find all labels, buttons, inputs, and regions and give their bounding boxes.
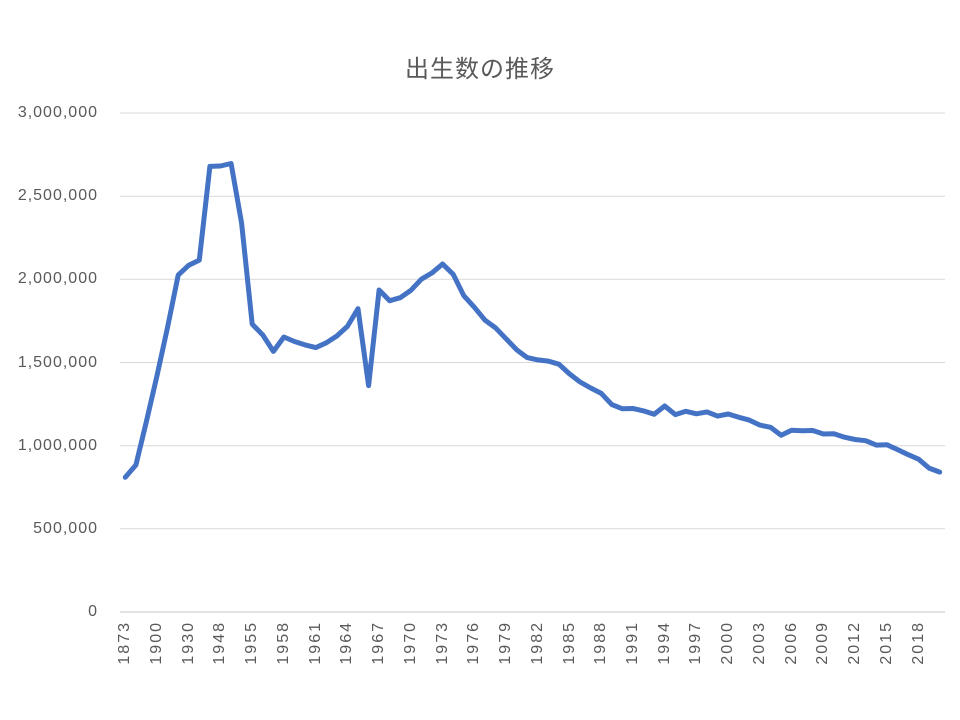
x-axis-tick-label: 1900 — [148, 621, 165, 665]
x-axis-tick-label: 1930 — [180, 621, 197, 665]
y-axis-tick-label: 2,500,000 — [17, 187, 98, 204]
chart-title: 出生数の推移 — [405, 56, 555, 83]
x-axis-tick-label: 1873 — [116, 621, 133, 665]
x-axis-tick-label: 1961 — [307, 621, 324, 665]
x-axis-tick-label: 1988 — [592, 621, 609, 665]
x-axis-tick-label: 1967 — [370, 621, 387, 665]
x-axis-tick-label: 1991 — [624, 621, 641, 665]
x-axis-tick-label: 1955 — [243, 621, 260, 665]
x-axis-tick-label: 2009 — [814, 621, 831, 665]
x-axis-tick-label: 1948 — [211, 621, 228, 665]
y-axis-tick-label: 3,000,000 — [17, 104, 98, 121]
x-axis-tick-label: 1964 — [338, 621, 355, 665]
y-axis-tick-label: 0 — [88, 603, 98, 620]
x-axis-tick-label: 1982 — [529, 621, 546, 665]
births-line-series — [122, 161, 943, 480]
x-axis-tick-label: 1958 — [275, 621, 292, 665]
x-axis-tick-label: 2000 — [719, 621, 736, 665]
x-axis-tick-label: 1997 — [687, 621, 704, 665]
x-axis-tick-label: 1973 — [434, 621, 451, 665]
y-axis-tick-label: 1,000,000 — [17, 437, 98, 454]
x-axis-tick-label: 2006 — [783, 621, 800, 665]
x-axis-tick-label: 1970 — [402, 621, 419, 665]
y-axis-tick-label: 500,000 — [33, 520, 98, 537]
x-axis-tick-label: 1985 — [561, 621, 578, 665]
x-axis-tick-label: 2003 — [751, 621, 768, 665]
x-axis-tick-label: 1994 — [656, 621, 673, 665]
x-axis-tick-label: 2015 — [878, 621, 895, 665]
y-axis-tick-label: 1,500,000 — [17, 354, 98, 371]
y-axis-tick-label: 2,000,000 — [17, 270, 98, 287]
gridlines — [120, 112, 945, 613]
x-axis-tick-label: 1976 — [465, 621, 482, 665]
x-axis-tick-label: 2018 — [910, 621, 927, 665]
x-axis-tick-label: 1979 — [497, 621, 514, 665]
x-axis-tick-label: 2012 — [846, 621, 863, 665]
